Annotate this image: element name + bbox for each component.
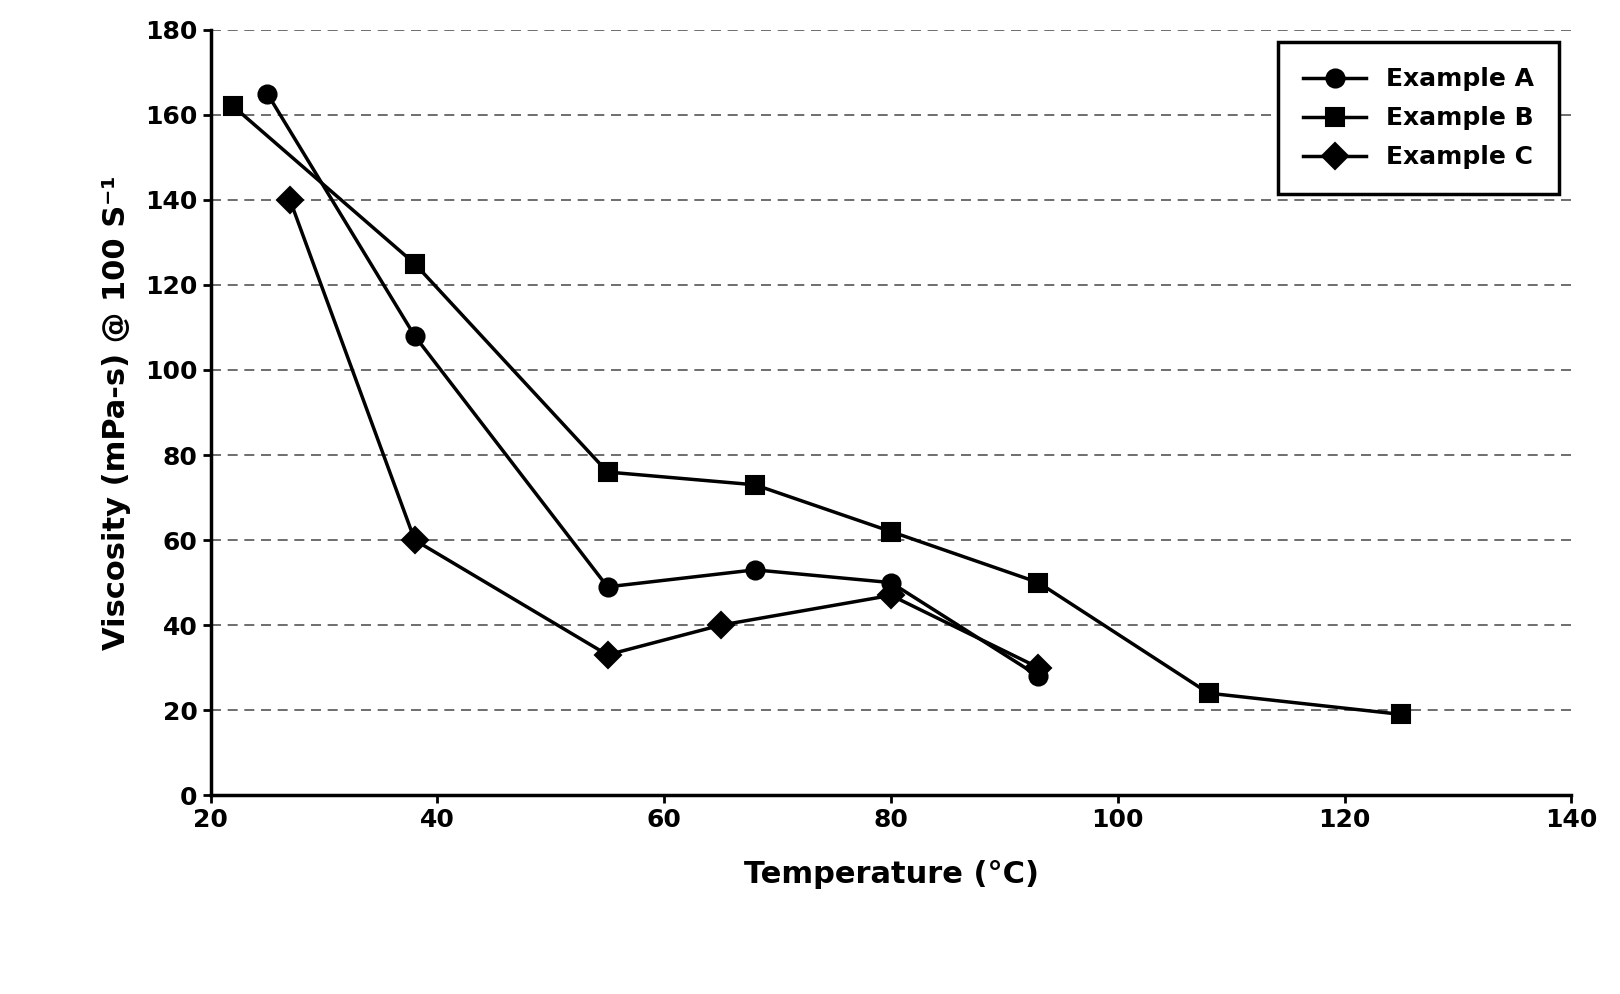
X-axis label: Temperature (°C): Temperature (°C) <box>744 860 1038 890</box>
Example A <box>258 87 277 99</box>
Example C <box>405 534 424 546</box>
Example C <box>711 619 731 631</box>
Example B <box>405 257 424 269</box>
Example B <box>1029 577 1048 588</box>
Example B <box>1392 709 1411 721</box>
Example B <box>881 526 901 538</box>
Example B <box>1199 687 1218 699</box>
Example A <box>745 564 765 576</box>
Example C <box>881 589 901 601</box>
Legend: Example A, Example B, Example C: Example A, Example B, Example C <box>1278 43 1558 194</box>
Line: Example C: Example C <box>280 191 1048 677</box>
Example A <box>881 577 901 588</box>
Example A <box>598 580 617 592</box>
Example C <box>1029 662 1048 674</box>
Line: Example A: Example A <box>258 84 1048 685</box>
Line: Example B: Example B <box>224 97 1411 724</box>
Example B <box>224 100 243 112</box>
Example B <box>745 479 765 491</box>
Example A <box>1029 670 1048 682</box>
Y-axis label: Viscosity (mPa-s) @ 100 S⁻¹: Viscosity (mPa-s) @ 100 S⁻¹ <box>102 175 131 650</box>
Example A <box>405 330 424 342</box>
Example C <box>280 194 300 206</box>
Example C <box>598 649 617 661</box>
Example B <box>598 466 617 478</box>
